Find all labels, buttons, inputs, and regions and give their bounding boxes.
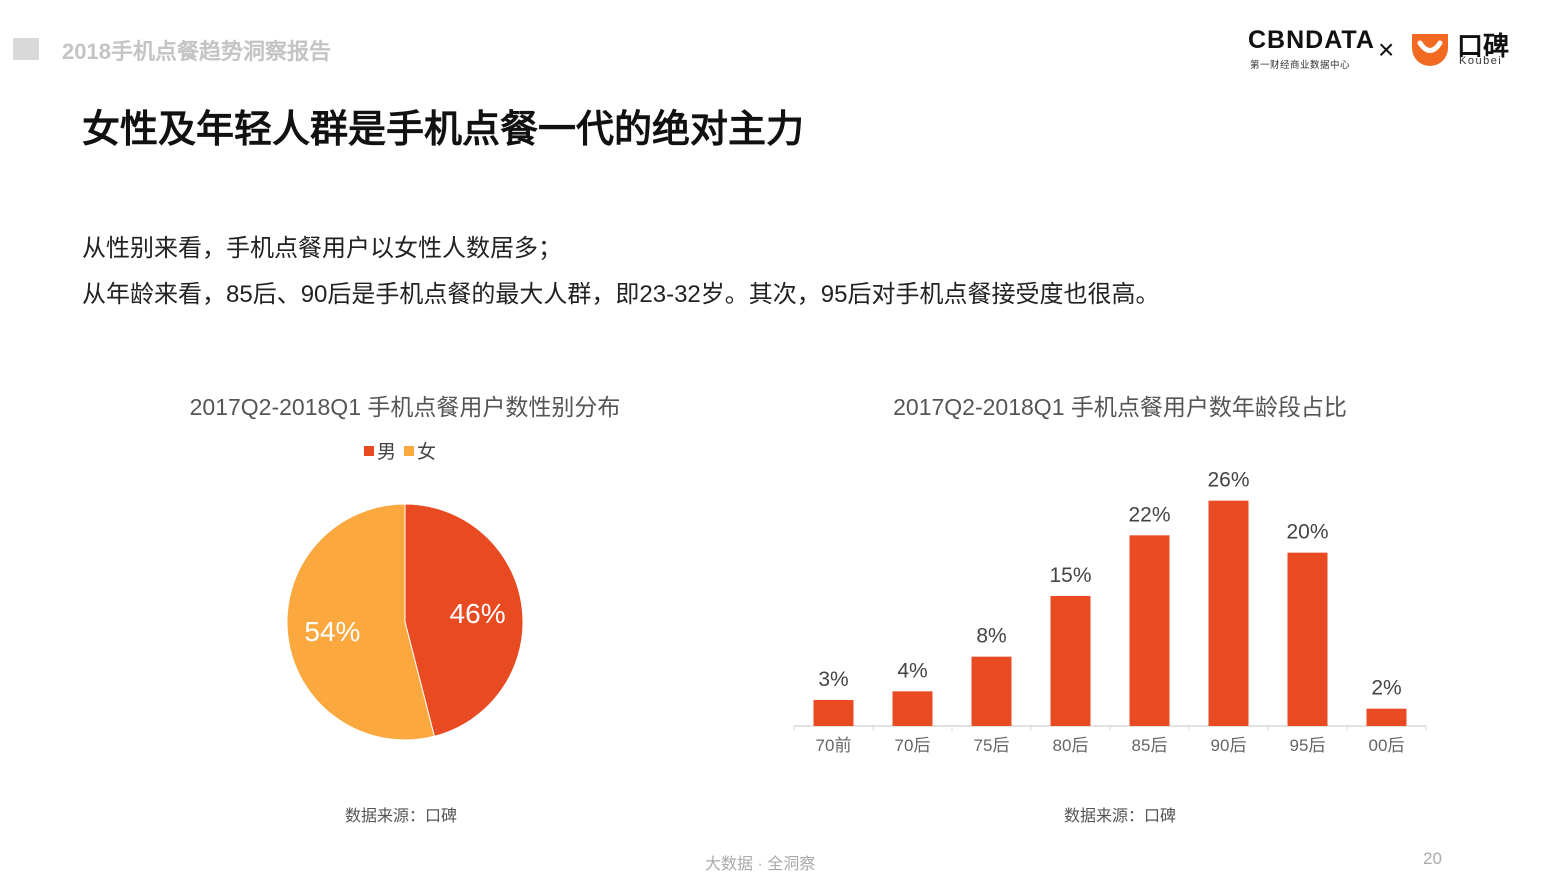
page-number: 20 xyxy=(1423,849,1442,868)
summary-line-age: 从年龄来看，85后、90后是手机点餐的最大人群，即23-32岁。其次，95后对手… xyxy=(82,281,1160,308)
legend-label-male: 男 xyxy=(377,442,397,463)
summary-text: 从性别来看，手机点餐用户以女性人数居多； 从年龄来看，85后、90后是手机点餐的… xyxy=(82,226,1159,318)
brand-logo: CBNDATA 第一财经商业数据中心 × 口碑 Koubei xyxy=(1248,26,1518,74)
pie-slice-female xyxy=(286,503,435,741)
bar-90后 xyxy=(1208,500,1249,726)
logo-times-sign: × xyxy=(1378,34,1395,65)
x-tick-label: 90后 xyxy=(1211,736,1247,755)
bar-value-label: 4% xyxy=(897,659,927,682)
legend-item-female: 女 xyxy=(404,437,436,464)
pie-label-male: 46% xyxy=(450,598,506,629)
data-source-left: 数据来源：口碑 xyxy=(345,808,458,825)
koubei-logo-text: 口碑 xyxy=(1457,31,1510,61)
bar-70前 xyxy=(813,700,854,726)
cbndata-logo-text: CBNDATA xyxy=(1248,26,1375,54)
age-bar-chart: 3% 70前 4% 70后 8% 75后 15% 80后 22% 85后 26% 90后 20% 95后 2… xyxy=(793,469,1427,755)
bar-75后 xyxy=(971,656,1012,726)
bar-80后 xyxy=(1050,596,1091,726)
bar-value-label: 26% xyxy=(1207,469,1249,492)
x-tick-label: 00后 xyxy=(1369,736,1405,755)
x-tick-label: 85后 xyxy=(1132,736,1168,755)
x-tick-label: 95后 xyxy=(1290,736,1326,755)
koubei-smile-icon xyxy=(1412,34,1448,66)
koubei-logo-subtitle: Koubei xyxy=(1459,55,1503,67)
legend-swatch-female xyxy=(404,445,415,456)
x-tick-label: 80后 xyxy=(1053,736,1089,755)
bar-value-label: 20% xyxy=(1286,521,1328,544)
bar-95后 xyxy=(1287,552,1328,726)
gender-legend: 男 女 xyxy=(364,437,444,464)
legend-label-female: 女 xyxy=(417,442,437,463)
x-tick-label: 75后 xyxy=(974,736,1010,755)
cbndata-logo-subtitle: 第一财经商业数据中心 xyxy=(1250,60,1351,71)
page-headline: 女性及年轻人群是手机点餐一代的绝对主力 xyxy=(82,109,805,151)
bar-70后 xyxy=(892,691,933,726)
report-title: 2018手机点餐趋势洞察报告 xyxy=(62,39,331,64)
legend-item-male: 男 xyxy=(364,437,396,464)
x-tick-label: 70前 xyxy=(816,736,852,755)
legend-swatch-male xyxy=(364,445,374,456)
bar-value-label: 22% xyxy=(1128,503,1170,526)
bar-00后 xyxy=(1366,708,1407,726)
bar-value-label: 15% xyxy=(1049,564,1091,587)
header-square-decoration xyxy=(13,38,39,60)
age-chart-title: 2017Q2-2018Q1 手机点餐用户数年龄段占比 xyxy=(893,394,1347,420)
bar-value-label: 2% xyxy=(1371,677,1401,700)
footer-slogan: 大数据 · 全洞察 xyxy=(705,856,816,873)
data-source-right: 数据来源：口碑 xyxy=(1064,808,1177,825)
gender-chart-title: 2017Q2-2018Q1 手机点餐用户数性别分布 xyxy=(189,394,621,420)
pie-label-female: 54% xyxy=(304,616,360,647)
bar-value-label: 8% xyxy=(976,625,1006,648)
gender-pie-chart: 46% 54% xyxy=(286,503,524,741)
summary-line-gender: 从性别来看，手机点餐用户以女性人数居多； xyxy=(82,235,562,262)
x-tick-label: 70后 xyxy=(895,736,931,755)
bar-85后 xyxy=(1129,535,1170,726)
bar-value-label: 3% xyxy=(818,668,848,691)
pie-slice-male xyxy=(404,503,524,737)
